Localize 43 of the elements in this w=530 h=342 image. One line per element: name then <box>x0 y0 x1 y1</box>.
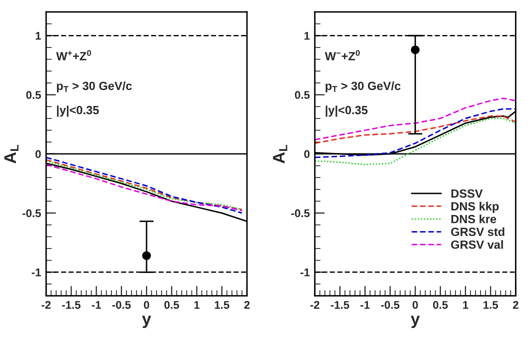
x-tick-label: -1.5 <box>62 301 80 309</box>
x-axis-title: y <box>142 316 152 328</box>
annotation: W$^{+}$+Z$^{0}$ <box>56 50 92 60</box>
x-tick-label: 2 <box>512 300 518 309</box>
y-tick-label: 0.5 <box>26 91 41 99</box>
x-tick-label: 0 <box>144 300 150 309</box>
x-tick-label: -2 <box>42 300 51 309</box>
annotation: W$^{−}$+Z$^{0}$ <box>324 50 360 60</box>
legend-label: DNS kre <box>451 214 496 224</box>
x-tick-label: -1 <box>360 301 370 309</box>
y-tick-label: -1 <box>300 268 310 276</box>
y-tick-label: -1 <box>32 268 41 276</box>
x-tick-label: 0 <box>412 300 418 309</box>
y-tick-label: -0.5 <box>22 209 41 218</box>
annotation: p$_{T}$ > 30 GeV/c <box>56 81 132 92</box>
legend-label: GRSV val <box>451 240 503 249</box>
legend-label: DSSV <box>451 189 483 198</box>
x-tick-label: -2 <box>310 300 320 309</box>
y-tick-label: -0.5 <box>291 209 310 218</box>
annotation: p$_{T}$ > 30 GeV/c <box>326 81 401 92</box>
x-tick-label: 0.5 <box>164 300 180 309</box>
x-tick-label: -1.5 <box>330 301 350 309</box>
x-tick-label: 0.5 <box>433 300 448 309</box>
x-tick-label: 1.5 <box>214 301 230 309</box>
x-tick-label: 1 <box>194 301 200 309</box>
x-tick-label: 1 <box>463 301 468 309</box>
x-tick-label: 1.5 <box>484 301 498 309</box>
y-axis-title: A$_{L}$ <box>273 144 288 164</box>
x-axis-title: y <box>410 316 420 328</box>
annotation: |y|<0.35 <box>326 106 368 117</box>
x-tick-label: 2 <box>244 300 250 309</box>
annotation: |y|<0.35 <box>57 106 99 117</box>
y-tick-label: 1 <box>36 32 41 40</box>
y-tick-label: 1 <box>304 32 310 40</box>
x-tick-label: -1 <box>92 301 101 309</box>
x-tick-label: -0.5 <box>112 300 131 309</box>
x-tick-label: -0.5 <box>381 300 400 309</box>
y-axis-title: A$_{L}$ <box>4 144 18 164</box>
y-tick-label: 0.5 <box>294 91 310 99</box>
legend-label: DNS kkp <box>451 202 499 213</box>
y-tick-label: 0 <box>304 150 310 158</box>
y-tick-label: 0 <box>36 150 41 158</box>
legend-label: GRSV std <box>451 227 504 236</box>
